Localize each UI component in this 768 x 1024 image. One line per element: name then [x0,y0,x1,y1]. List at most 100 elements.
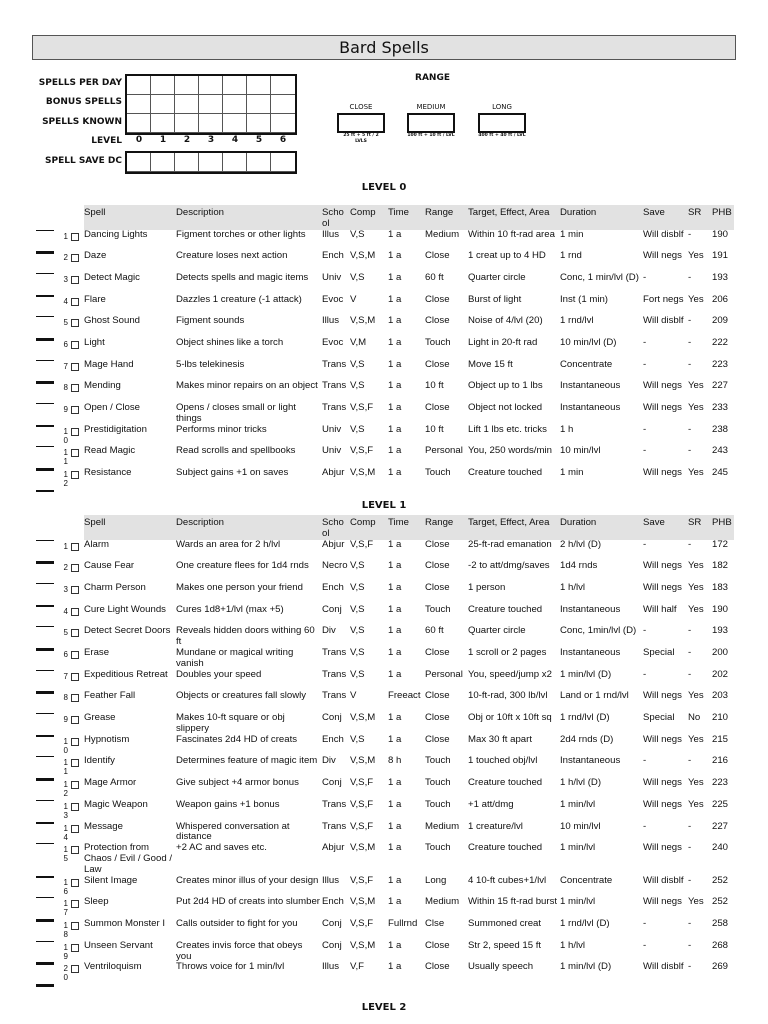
spell-save-dc-grid[interactable] [125,151,297,174]
dc-cell[interactable] [199,153,223,172]
prepared-line[interactable] [36,691,60,713]
prepared-line[interactable] [36,843,60,876]
spell-checkbox[interactable] [71,297,79,306]
spell-checkbox[interactable] [71,900,79,909]
prepared-line[interactable] [36,468,60,490]
tracker-cell[interactable] [127,76,151,95]
dc-cell[interactable] [175,153,199,172]
prepared-line[interactable] [36,648,60,670]
spell-checkbox[interactable] [71,607,79,616]
prepared-line[interactable] [36,272,60,295]
prepared-line[interactable] [36,626,60,648]
spell-checkbox[interactable] [71,449,79,458]
prepared-line[interactable] [36,294,60,317]
prepared-line[interactable] [36,316,60,338]
range-medium-field[interactable] [407,113,455,133]
spell-checkbox[interactable] [71,716,79,725]
spell-checkbox[interactable] [71,943,79,952]
prepared-line[interactable] [36,799,60,822]
spell-checkbox[interactable] [71,651,79,660]
spell-checkbox[interactable] [71,694,79,703]
spell-checkbox[interactable] [71,384,79,393]
prepared-line[interactable] [36,338,60,360]
spell-checkbox[interactable] [71,824,79,833]
tracker-cell[interactable] [271,114,295,133]
prepared-line[interactable] [36,582,60,605]
prepared-line[interactable] [36,821,60,844]
tracker-cell[interactable] [247,114,271,133]
prepared-line[interactable] [36,489,60,496]
spell-checkbox[interactable] [71,232,79,241]
tracker-cell[interactable] [223,76,247,95]
tracker-cell[interactable] [271,95,295,114]
prepared-line[interactable] [36,940,60,963]
prepared-line[interactable] [36,984,60,990]
spell-checkbox[interactable] [71,672,79,681]
spell-checkbox[interactable] [71,319,79,328]
tracker-cell[interactable] [223,114,247,133]
spell-checkbox[interactable] [71,802,79,811]
range-long-field[interactable] [478,113,526,133]
range-close-field[interactable] [337,113,385,133]
prepared-line[interactable] [36,604,60,627]
prepared-line[interactable] [36,403,60,425]
tracker-cell[interactable] [151,114,175,133]
prepared-line[interactable] [36,919,60,941]
tracker-cell[interactable] [223,95,247,114]
tracker-cell[interactable] [199,114,223,133]
spell-checkbox[interactable] [71,542,79,551]
prepared-line[interactable] [36,756,60,778]
tracker-cell[interactable] [127,114,151,133]
spell-checkbox[interactable] [71,781,79,790]
spell-checkbox[interactable] [71,737,79,746]
tracker-cell[interactable] [175,95,199,114]
dc-cell[interactable] [151,153,175,172]
tracker-cell[interactable] [175,76,199,95]
spell-checkbox[interactable] [71,759,79,768]
spell-checkbox[interactable] [71,846,79,855]
spell-checkbox[interactable] [71,471,79,480]
spell-checkbox[interactable] [71,275,79,284]
tracker-cell[interactable] [199,95,223,114]
tracker-cell[interactable] [175,114,199,133]
spell-checkbox[interactable] [71,585,79,594]
prepared-line[interactable] [36,424,60,447]
prepared-line[interactable] [36,669,60,692]
spell-checkbox[interactable] [71,427,79,436]
dc-cell[interactable] [127,153,151,172]
prepared-line[interactable] [36,539,60,562]
dc-cell[interactable] [247,153,271,172]
spell-checkbox[interactable] [71,254,79,263]
prepared-line[interactable] [36,561,60,583]
dc-cell[interactable] [223,153,247,172]
spell-checkbox[interactable] [71,406,79,415]
prepared-line[interactable] [36,897,60,919]
prepared-line[interactable] [36,229,60,252]
prepared-line[interactable] [36,251,60,273]
spell-range: Close [425,294,450,305]
prepared-line[interactable] [36,875,60,898]
spell-checkbox[interactable] [71,564,79,573]
tracker-cell[interactable] [151,76,175,95]
prepared-line[interactable] [36,778,60,800]
tracker-cell[interactable] [127,95,151,114]
tracker-cell[interactable] [247,76,271,95]
tracker-cell[interactable] [199,76,223,95]
prepared-line[interactable] [36,446,60,468]
tracker-cell[interactable] [151,95,175,114]
prepared-line[interactable] [36,713,60,735]
prepared-line[interactable] [36,962,60,984]
spells-tracker-grid[interactable] [125,74,297,135]
spell-checkbox[interactable] [71,362,79,371]
prepared-line[interactable] [36,381,60,403]
spell-checkbox[interactable] [71,922,79,931]
spell-checkbox[interactable] [71,965,79,974]
spell-checkbox[interactable] [71,878,79,887]
prepared-line[interactable] [36,359,60,382]
dc-cell[interactable] [271,153,295,172]
spell-checkbox[interactable] [71,341,79,350]
tracker-cell[interactable] [271,76,295,95]
spell-checkbox[interactable] [71,629,79,638]
prepared-line[interactable] [36,734,60,757]
tracker-cell[interactable] [247,95,271,114]
